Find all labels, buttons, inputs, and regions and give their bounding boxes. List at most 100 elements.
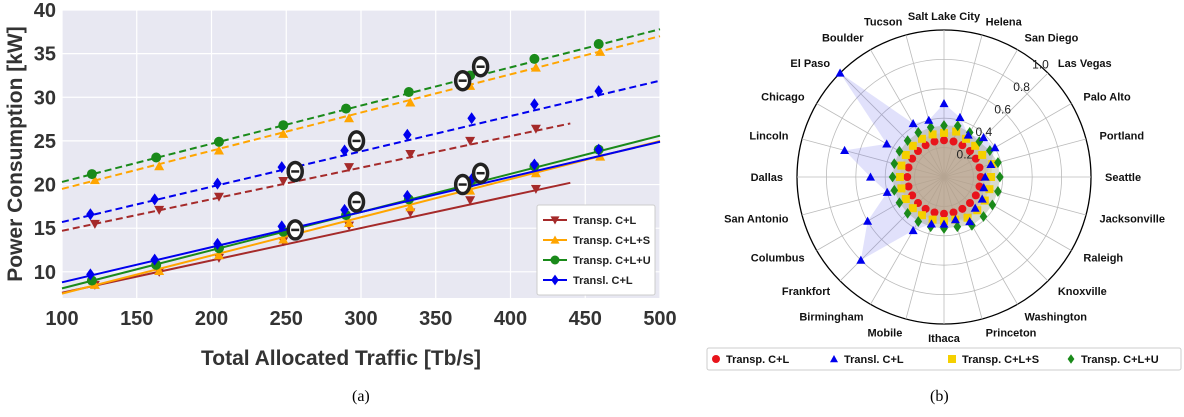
category-label: Tucson — [864, 16, 903, 28]
angular-gridline — [943, 176, 1072, 251]
data-point — [595, 46, 606, 56]
data-point — [89, 219, 100, 229]
legend-label: Transl. C+L — [573, 275, 633, 287]
series-line — [61, 28, 661, 183]
category-label: Seattle — [1105, 172, 1141, 184]
data-point — [278, 177, 289, 187]
y-tick-label: 15 — [34, 218, 56, 240]
data-point — [908, 141, 917, 150]
data-point — [940, 120, 948, 131]
data-point — [530, 168, 541, 178]
radial-tick-label: 1.0 — [1032, 57, 1049, 71]
category-label: Boulder — [822, 33, 864, 45]
data-point — [150, 253, 159, 266]
data-point — [963, 130, 973, 139]
data-point — [917, 211, 926, 220]
radial-tick-label: 0.4 — [975, 125, 992, 139]
data-point — [908, 119, 918, 128]
data-point — [979, 211, 988, 222]
data-point — [955, 112, 965, 121]
data-point — [914, 127, 923, 138]
data-point — [996, 171, 1004, 183]
data-point — [986, 159, 996, 169]
data-point — [953, 120, 962, 132]
category-label: Princeton — [986, 328, 1037, 340]
x-tick-label: 300 — [344, 308, 377, 330]
data-point — [926, 219, 936, 228]
data-point — [405, 97, 416, 107]
data-point — [908, 191, 917, 200]
legend-marker — [550, 235, 560, 244]
legend-label: Transp. C+L+U — [573, 255, 651, 267]
y-tick-label: 25 — [34, 131, 56, 153]
data-point — [908, 225, 918, 235]
data-point — [949, 137, 958, 146]
data-point — [86, 268, 95, 281]
data-point — [594, 85, 603, 98]
data-point — [940, 209, 948, 218]
angular-gridline — [943, 176, 983, 320]
data-point — [530, 158, 539, 171]
angular-gridline — [943, 103, 1072, 178]
data-point — [344, 163, 355, 173]
data-point — [978, 133, 988, 142]
data-point — [930, 137, 939, 146]
legend-label: Transl. C+L — [844, 354, 904, 366]
y-tick-label: 30 — [34, 87, 56, 109]
data-point — [994, 157, 1002, 168]
data-point — [465, 196, 476, 206]
legend-label: Transp. C+L+U — [1081, 354, 1159, 366]
data-point — [939, 219, 949, 228]
category-label: Ithaca — [928, 333, 961, 345]
data-point — [914, 216, 923, 227]
angular-gridline — [905, 34, 945, 178]
category-label: Columbus — [751, 253, 805, 265]
category-label: Chicago — [761, 92, 805, 104]
category-label: Palo Alto — [1083, 92, 1131, 104]
data-point — [278, 128, 289, 138]
data-point — [901, 195, 910, 204]
category-label: Salt Lake City — [908, 11, 981, 23]
angular-gridline — [801, 176, 945, 216]
data-point — [86, 169, 97, 180]
data-point — [529, 53, 540, 64]
data-point — [971, 141, 980, 150]
x-tick-label: 350 — [419, 308, 452, 330]
data-point — [895, 173, 904, 181]
radial-tick-label: 0.8 — [1013, 80, 1030, 94]
data-point — [968, 219, 976, 231]
data-point — [213, 192, 224, 202]
data-point — [926, 121, 935, 133]
legend-box — [706, 347, 1182, 371]
legend-marker — [712, 355, 720, 363]
data-point — [154, 265, 165, 275]
legend-box — [536, 204, 656, 296]
data-point — [963, 213, 972, 222]
data-point — [908, 154, 917, 163]
category-label: Raleigh — [1083, 253, 1123, 265]
x-tick-label: 450 — [569, 308, 602, 330]
data-point — [344, 217, 355, 227]
data-point — [593, 39, 604, 50]
data-point — [971, 191, 980, 200]
data-point — [975, 163, 984, 172]
caption-b: (b) — [930, 388, 949, 405]
data-point — [940, 136, 948, 145]
angular-gridline — [801, 138, 945, 178]
data-point — [903, 173, 912, 181]
data-point — [958, 141, 967, 150]
data-point — [950, 215, 960, 224]
data-point — [213, 136, 224, 147]
data-point — [971, 154, 980, 163]
series-area — [907, 140, 981, 214]
data-point — [530, 124, 541, 134]
category-label: San Diego — [1025, 33, 1079, 45]
data-point — [986, 145, 994, 156]
data-point — [949, 208, 958, 217]
data-point — [86, 208, 95, 221]
data-point — [882, 139, 892, 148]
data-point — [277, 161, 287, 174]
data-point — [530, 98, 539, 111]
legend-marker — [550, 255, 560, 265]
legend-marker — [1067, 354, 1075, 364]
